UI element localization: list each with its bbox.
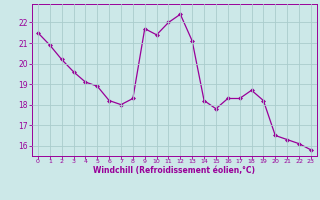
- X-axis label: Windchill (Refroidissement éolien,°C): Windchill (Refroidissement éolien,°C): [93, 166, 255, 175]
